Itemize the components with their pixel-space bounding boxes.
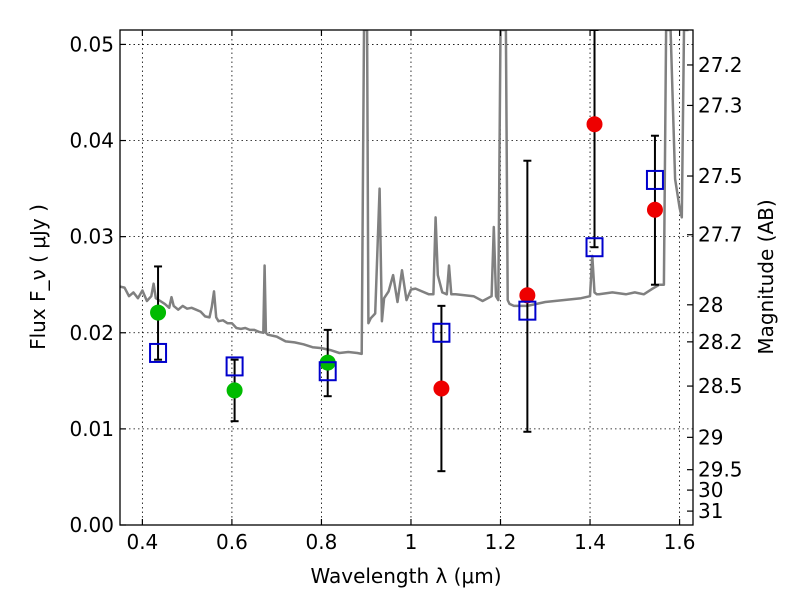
data-point-square — [585, 237, 604, 258]
data-point-circle — [586, 116, 603, 133]
x-tick-label: 1.6 — [664, 530, 696, 554]
data-point-square — [225, 356, 244, 377]
mag-tick-label: 28 — [698, 293, 723, 317]
data-point-square — [645, 169, 664, 190]
data-point-circle — [519, 287, 536, 304]
data-point-circle — [150, 304, 167, 321]
y-axis-label: Flux F_ν ( μJy ) — [26, 204, 50, 350]
x-tick-label: 0.6 — [216, 530, 248, 554]
mag-tick-label: 29.5 — [698, 458, 743, 482]
y-tick-label: 0.05 — [69, 32, 114, 56]
plot-frame — [119, 29, 694, 526]
mag-tick-label: 27.7 — [698, 223, 743, 247]
data-point-square — [518, 300, 537, 321]
x-axis-label: Wavelength λ (μm) — [310, 564, 501, 588]
y-tick-label: 0.02 — [69, 321, 114, 345]
tick-layer: 0.4 0.6 0.8 1 1.2 1.4 1.6 0.00 0.01 0.02 0.03 0.04 0… — [69, 30, 743, 554]
y-tick-label: 0.04 — [69, 129, 114, 153]
mag-tick-label: 29 — [698, 425, 723, 449]
marker-layer — [149, 116, 664, 399]
y-tick-label: 0.00 — [69, 513, 114, 537]
data-point-square — [432, 322, 451, 343]
mag-tick-label: 28.2 — [698, 330, 743, 354]
mag-tick-label: 27.5 — [698, 164, 743, 188]
mag-tick-label: 31 — [698, 499, 723, 523]
data-point-square — [149, 342, 168, 363]
data-point-circle — [646, 201, 663, 218]
x-tick-label: 1 — [405, 530, 418, 554]
x-tick-label: 1.2 — [485, 530, 517, 554]
x-tick-label: 0.4 — [126, 530, 158, 554]
model-spectrum-line — [120, 30, 689, 356]
data-point-circle — [433, 380, 450, 397]
mag-tick-label: 28.5 — [698, 374, 743, 398]
y2-axis-label: Magnitude (AB) — [754, 199, 778, 354]
errorbar-layer — [154, 30, 659, 473]
data-point-circle — [226, 382, 243, 399]
grid-layer — [120, 30, 693, 525]
x-tick-label: 0.8 — [306, 530, 338, 554]
mag-tick-label: 27.3 — [698, 93, 743, 117]
x-tick-label: 1.4 — [574, 530, 606, 554]
data-point-square — [318, 361, 337, 382]
mag-tick-label: 30 — [698, 478, 723, 502]
y-tick-label: 0.03 — [69, 225, 114, 249]
model-layer — [120, 30, 689, 356]
mag-tick-label: 27.2 — [698, 53, 743, 77]
y-tick-label: 0.01 — [69, 417, 114, 441]
